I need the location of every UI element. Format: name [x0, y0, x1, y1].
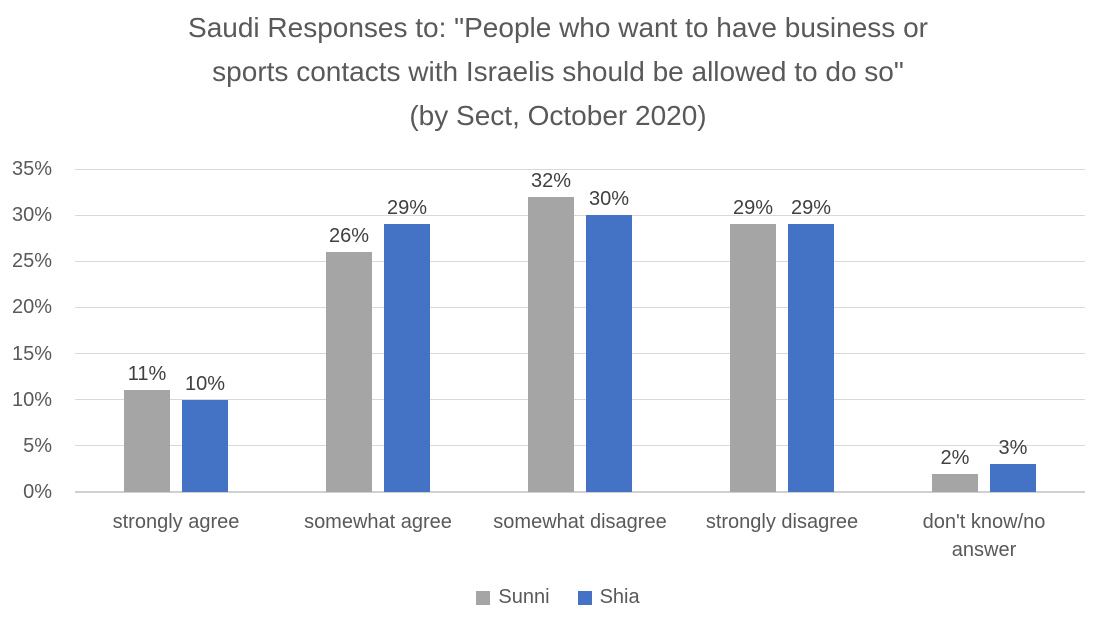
x-axis-label: strongly disagree	[682, 508, 882, 536]
legend-label-shia: Shia	[599, 586, 640, 608]
bar-shia	[788, 224, 834, 492]
gridline	[75, 214, 1085, 216]
bar-value-label: 26%	[328, 225, 370, 248]
gridline	[75, 353, 1085, 355]
x-axis-label-line: strongly disagree	[705, 511, 859, 533]
legend-swatch-icon	[577, 590, 592, 605]
y-axis-tick: 20%	[11, 296, 52, 319]
y-axis-tick: 5%	[23, 434, 52, 457]
x-axis-label: somewhat disagree	[480, 508, 680, 536]
x-axis-label: somewhat agree	[278, 508, 478, 536]
bar-shia	[586, 215, 632, 492]
gridline	[75, 168, 1085, 170]
bar-shia	[384, 224, 430, 492]
bar-value-label: 3%	[998, 437, 1028, 460]
chart-title-line-3: (by Sect, October 2020)	[409, 100, 707, 131]
bar-value-label: 10%	[184, 372, 226, 395]
bar-sunni	[124, 390, 170, 492]
gridline	[75, 306, 1085, 308]
bar-sunni	[730, 224, 776, 492]
bar-value-label: 32%	[530, 169, 572, 192]
bar-shia	[182, 399, 228, 492]
bar-value-label: 11%	[127, 363, 167, 386]
legend-label-sunni: Sunni	[498, 586, 550, 608]
bar-sunni	[326, 252, 372, 492]
bar-shia	[990, 464, 1036, 492]
legend-swatch-icon	[476, 590, 491, 605]
y-axis-tick: 25%	[11, 250, 52, 273]
gridline	[75, 445, 1085, 447]
legend-item-sunni: Sunni	[476, 586, 550, 609]
x-axis-label-line: strongly agree	[112, 511, 240, 533]
y-axis-tick: 10%	[11, 388, 52, 411]
bar-value-label: 29%	[386, 197, 428, 220]
x-axis-label-line: somewhat disagree	[493, 511, 667, 533]
chart-title: Saudi Responses to: "People who want to …	[0, 6, 1116, 138]
bar-sunni	[932, 473, 978, 492]
y-axis-tick: 30%	[11, 204, 52, 227]
gridline	[75, 399, 1085, 401]
x-axis-label: don't know/no answer	[884, 508, 1084, 564]
x-axis-label-line: don't know/no	[922, 511, 1046, 533]
bar-sunni	[528, 196, 574, 492]
legend-item-shia: Shia	[577, 586, 640, 609]
chart-title-line-1: Saudi Responses to: "People who want to …	[188, 12, 928, 43]
bar-value-label: 30%	[588, 188, 630, 211]
x-axis-label-line: somewhat agree	[304, 511, 452, 533]
chart-title-line-2: sports contacts with Israelis should be …	[212, 56, 904, 87]
bar-value-label: 29%	[732, 197, 774, 220]
x-axis-line	[75, 491, 1085, 493]
x-axis-label: strongly agree	[76, 508, 276, 536]
y-axis-tick: 0%	[23, 481, 52, 503]
legend: Sunni Shia	[0, 586, 1116, 609]
y-axis-tick: 15%	[11, 342, 52, 365]
bar-value-label: 2%	[940, 446, 970, 469]
y-axis-tick: 35%	[11, 158, 52, 180]
gridline	[75, 260, 1085, 262]
x-axis-label-line: answer	[951, 539, 1017, 561]
bar-value-label: 29%	[790, 197, 832, 220]
